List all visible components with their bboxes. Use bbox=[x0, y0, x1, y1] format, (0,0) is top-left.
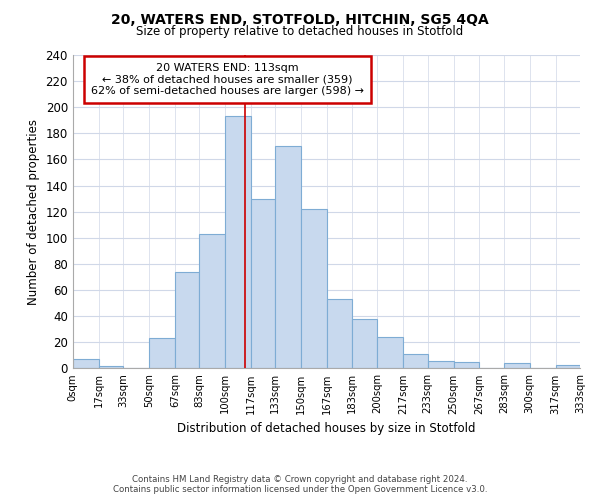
Bar bbox=[301, 209, 327, 368]
Bar bbox=[327, 299, 352, 368]
Text: 20, WATERS END, STOTFOLD, HITCHIN, SG5 4QA: 20, WATERS END, STOTFOLD, HITCHIN, SG5 4… bbox=[111, 12, 489, 26]
Bar bbox=[199, 234, 225, 368]
Y-axis label: Number of detached properties: Number of detached properties bbox=[27, 118, 40, 304]
Bar bbox=[149, 338, 175, 368]
Bar bbox=[556, 364, 580, 368]
X-axis label: Distribution of detached houses by size in Stotfold: Distribution of detached houses by size … bbox=[177, 422, 476, 435]
Text: Contains HM Land Registry data © Crown copyright and database right 2024.
Contai: Contains HM Land Registry data © Crown c… bbox=[113, 474, 487, 494]
Text: 20 WATERS END: 113sqm
← 38% of detached houses are smaller (359)
62% of semi-det: 20 WATERS END: 113sqm ← 38% of detached … bbox=[91, 63, 364, 96]
Bar bbox=[98, 366, 123, 368]
Bar bbox=[352, 319, 377, 368]
Bar bbox=[377, 337, 403, 368]
Bar bbox=[275, 146, 301, 368]
Bar bbox=[175, 272, 199, 368]
Text: Size of property relative to detached houses in Stotfold: Size of property relative to detached ho… bbox=[136, 24, 464, 38]
Bar bbox=[225, 116, 251, 368]
Bar bbox=[251, 198, 275, 368]
Bar bbox=[454, 362, 479, 368]
Bar bbox=[504, 363, 530, 368]
Bar bbox=[403, 354, 428, 368]
Bar bbox=[428, 360, 454, 368]
Bar bbox=[73, 360, 98, 368]
